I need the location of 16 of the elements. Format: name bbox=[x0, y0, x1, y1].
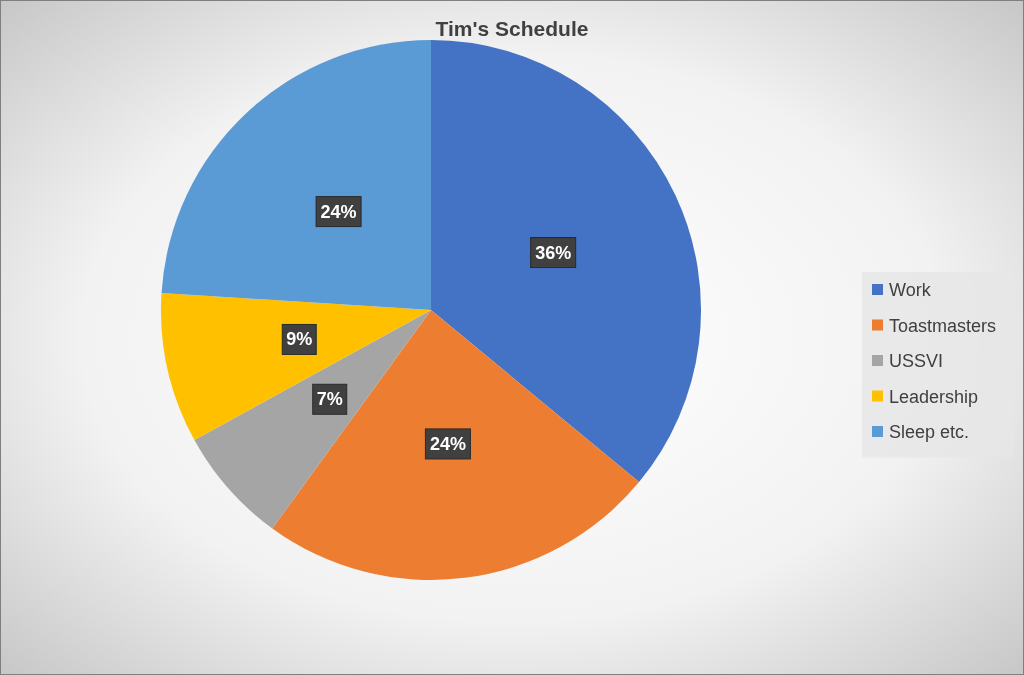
chart-title: Tim's Schedule bbox=[435, 17, 589, 40]
data-label: 9% bbox=[286, 329, 313, 350]
data-label: 7% bbox=[316, 389, 343, 410]
legend-label: Sleep etc. bbox=[889, 422, 970, 442]
legend-label: Work bbox=[889, 280, 932, 300]
data-label: 36% bbox=[535, 242, 572, 263]
pie-slice bbox=[161, 40, 431, 310]
legend-label: Toastmasters bbox=[889, 315, 997, 336]
legend-label: USSVI bbox=[889, 351, 944, 371]
pie-slice bbox=[161, 293, 431, 441]
pie-slice bbox=[272, 310, 640, 580]
legend-label: Leadership bbox=[889, 386, 979, 407]
data-label: 24% bbox=[320, 201, 357, 222]
pie-slice bbox=[194, 310, 431, 529]
pie-slice bbox=[431, 40, 701, 483]
data-label: 24% bbox=[429, 433, 466, 454]
